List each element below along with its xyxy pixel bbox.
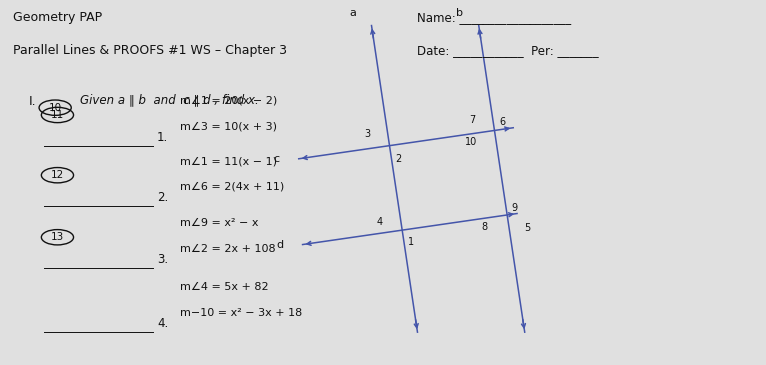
Text: 1: 1	[408, 237, 414, 247]
Text: 8: 8	[482, 222, 488, 231]
Text: 2.: 2.	[157, 191, 169, 204]
Text: m∠9 = x² − x: m∠9 = x² − x	[180, 218, 258, 228]
Text: Geometry PAP: Geometry PAP	[13, 11, 102, 24]
Text: m∠3 = 10(x + 3): m∠3 = 10(x + 3)	[180, 122, 277, 131]
Text: 13: 13	[51, 232, 64, 242]
Text: c: c	[273, 154, 280, 164]
Text: m∠6 = 2(4x + 11): m∠6 = 2(4x + 11)	[180, 182, 284, 192]
Text: 1.: 1.	[157, 131, 169, 144]
Text: 5: 5	[524, 223, 530, 233]
Text: Given a ∥ b  and  c ∥ d , find x.: Given a ∥ b and c ∥ d , find x.	[80, 93, 259, 106]
Text: Date: ____________  Per: _______: Date: ____________ Per: _______	[417, 44, 599, 57]
Text: a: a	[349, 8, 355, 18]
Text: I.: I.	[29, 95, 37, 108]
Text: 3: 3	[365, 128, 370, 139]
Text: 12: 12	[51, 170, 64, 180]
Text: b: b	[456, 8, 463, 18]
Text: 11: 11	[51, 110, 64, 120]
Text: m∠1 = 11(x − 1): m∠1 = 11(x − 1)	[180, 156, 277, 166]
Text: 4.: 4.	[157, 317, 169, 330]
Text: 10: 10	[48, 103, 62, 113]
Text: 3.: 3.	[157, 253, 169, 266]
Text: 6: 6	[499, 117, 506, 127]
Text: 9: 9	[512, 203, 518, 212]
Text: m∠4 = 5x + 82: m∠4 = 5x + 82	[180, 282, 269, 292]
Text: Name: ___________________: Name: ___________________	[417, 11, 571, 24]
Text: m∠1 = 20(x − 2): m∠1 = 20(x − 2)	[180, 96, 277, 106]
Text: 10: 10	[466, 137, 478, 147]
Text: 4: 4	[377, 217, 383, 227]
Text: m−10 = x² − 3x + 18: m−10 = x² − 3x + 18	[180, 308, 303, 318]
Text: m∠2 = 2x + 108: m∠2 = 2x + 108	[180, 244, 276, 254]
Text: 7: 7	[470, 115, 476, 125]
Text: d: d	[277, 239, 283, 250]
Text: 2: 2	[396, 154, 402, 164]
Text: Parallel Lines & PROOFS #1 WS – Chapter 3: Parallel Lines & PROOFS #1 WS – Chapter …	[13, 44, 287, 57]
